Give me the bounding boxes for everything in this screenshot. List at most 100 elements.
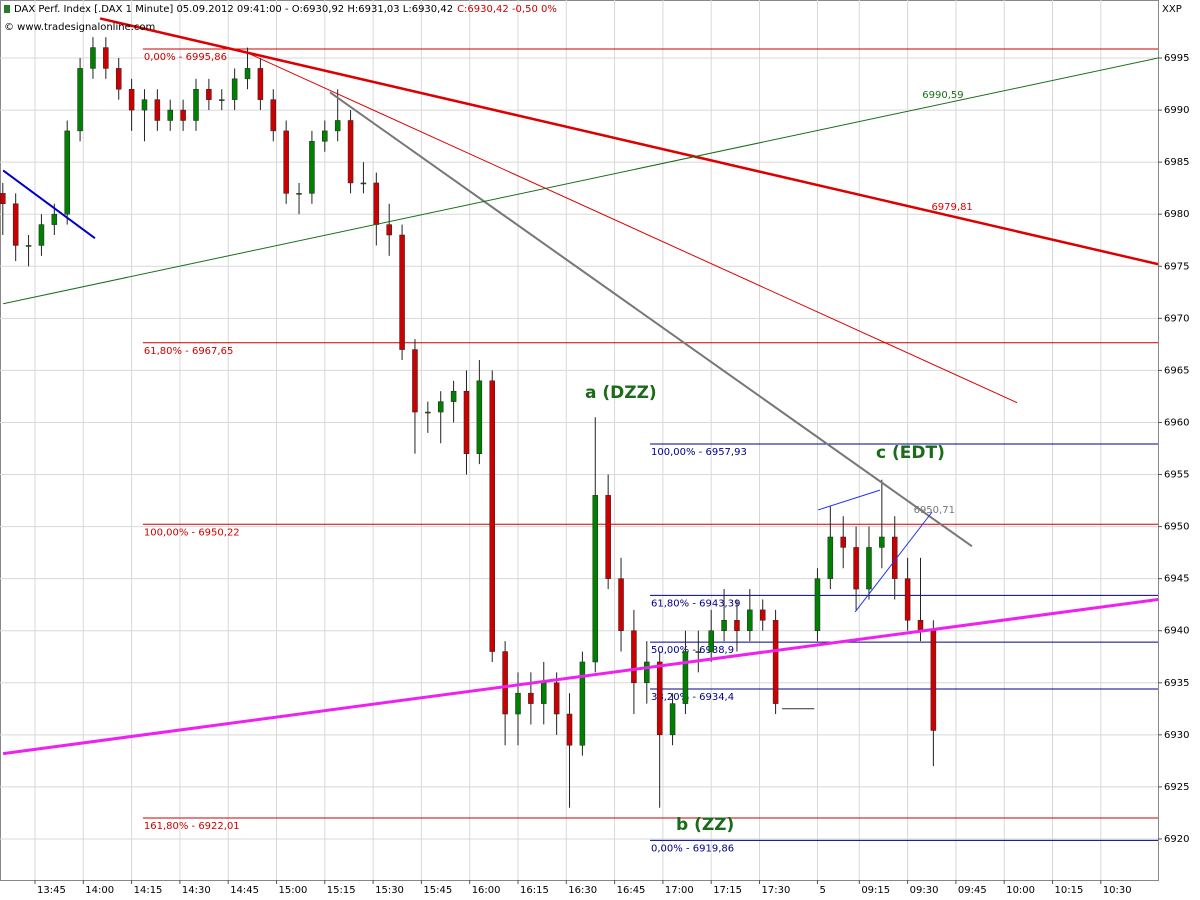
x-tick-label: 15:00 bbox=[278, 885, 307, 896]
candle-body bbox=[180, 109, 186, 121]
candle-body bbox=[502, 651, 508, 715]
y-tick-label: 6945 bbox=[1164, 574, 1189, 585]
candle-body bbox=[814, 578, 821, 631]
candle-body bbox=[747, 609, 753, 631]
candle-body bbox=[128, 88, 135, 111]
candle-body bbox=[930, 630, 937, 731]
candle-body bbox=[115, 68, 122, 90]
candle-body bbox=[644, 661, 650, 684]
x-tick-label: 16:30 bbox=[568, 885, 597, 896]
trend-line bbox=[854, 511, 933, 613]
candle-body bbox=[631, 630, 637, 684]
fib-label: 50,00% - 6938,9 bbox=[651, 645, 734, 656]
candle-body bbox=[347, 120, 354, 184]
corner-label: XXP bbox=[1162, 4, 1182, 15]
candle-body bbox=[425, 411, 431, 414]
x-tick-label: 09:30 bbox=[910, 885, 939, 896]
candle-body bbox=[695, 651, 702, 653]
fib-label: 100,00% - 6950,22 bbox=[144, 527, 240, 538]
candle-body bbox=[917, 620, 924, 631]
x-tick-label: 14:15 bbox=[134, 885, 163, 896]
candle-body bbox=[656, 661, 663, 736]
x-tick-label: 14:45 bbox=[230, 885, 259, 896]
candle-body bbox=[399, 234, 405, 350]
candle-body bbox=[515, 692, 521, 715]
x-tick-label: 09:45 bbox=[958, 885, 987, 896]
candle-body bbox=[77, 68, 83, 132]
candle-body bbox=[772, 620, 779, 704]
candle-body bbox=[450, 390, 457, 402]
candle-body bbox=[708, 630, 714, 652]
trend-line bbox=[817, 489, 881, 511]
x-tick-label: 15:45 bbox=[423, 885, 452, 896]
candle-body bbox=[489, 380, 495, 652]
x-tick-label: 14:30 bbox=[182, 885, 211, 896]
trend-line bbox=[244, 51, 1018, 404]
x-tick-label: 16:00 bbox=[472, 885, 501, 896]
x-tick-label: 09:15 bbox=[861, 885, 890, 896]
fib-label: 38,20% - 6934,4 bbox=[651, 692, 734, 703]
y-tick-label: 6925 bbox=[1164, 782, 1189, 793]
x-tick-label: 16:45 bbox=[617, 885, 646, 896]
y-tick-label: 6975 bbox=[1164, 261, 1189, 272]
wave-annotation: c (EDT) bbox=[876, 443, 945, 463]
fib-label: 100,00% - 6957,93 bbox=[651, 447, 747, 458]
candle-body bbox=[412, 349, 418, 413]
candle-body bbox=[579, 661, 586, 746]
y-tick-label: 6920 bbox=[1164, 834, 1189, 845]
x-tick-label: 14:00 bbox=[85, 885, 114, 896]
candle-body bbox=[528, 692, 534, 704]
candle-body bbox=[592, 495, 599, 663]
candle-body bbox=[334, 120, 341, 132]
y-tick-label: 6965 bbox=[1164, 365, 1189, 376]
x-tick-label: 15:30 bbox=[375, 885, 404, 896]
candle-body bbox=[759, 609, 766, 621]
candle-body bbox=[721, 620, 727, 631]
y-tick-label: 6980 bbox=[1164, 209, 1189, 220]
y-tick-label: 6940 bbox=[1164, 626, 1189, 637]
trend-line bbox=[2, 169, 96, 239]
candle-body bbox=[296, 193, 302, 195]
x-tick-label: 10:00 bbox=[1006, 885, 1035, 896]
x-tick-label: 10:15 bbox=[1055, 885, 1084, 896]
candle-body bbox=[244, 68, 251, 80]
fib-label: 0,00% - 6995,86 bbox=[144, 52, 227, 63]
x-tick-label: 17:00 bbox=[665, 885, 694, 896]
candle-body bbox=[257, 68, 264, 100]
line-label: 6950,71 bbox=[914, 505, 955, 516]
y-tick-label: 6985 bbox=[1164, 157, 1189, 168]
y-tick-label: 6950 bbox=[1164, 522, 1189, 533]
candle-body bbox=[553, 682, 560, 715]
candle-body bbox=[322, 130, 328, 142]
fib-label: 61,80% - 6967,65 bbox=[144, 346, 233, 357]
candle-body bbox=[103, 47, 109, 69]
fib-label: 0,00% - 6919,86 bbox=[651, 843, 734, 854]
candle-body bbox=[476, 380, 483, 454]
plot-area bbox=[0, 0, 1159, 881]
x-tick-label: 5 bbox=[819, 885, 825, 896]
candle-body bbox=[64, 130, 70, 215]
candle-body bbox=[618, 578, 624, 631]
candle-body bbox=[193, 88, 199, 121]
candle-body bbox=[12, 203, 19, 246]
candle-body bbox=[219, 99, 225, 101]
x-tick-label: 16:15 bbox=[520, 885, 549, 896]
candle-body bbox=[682, 651, 689, 704]
candle-body bbox=[386, 224, 392, 236]
candle-body bbox=[51, 213, 58, 225]
trend-line bbox=[3, 57, 1158, 305]
candle-body bbox=[141, 99, 148, 111]
line-label: 6979,81 bbox=[931, 202, 972, 213]
candle-body bbox=[0, 193, 6, 205]
y-tick-label: 6960 bbox=[1164, 417, 1189, 428]
source: © www.tradesignalonline.com bbox=[4, 22, 155, 33]
candle-body bbox=[25, 245, 32, 247]
x-tick-label: 17:15 bbox=[713, 885, 742, 896]
candle-body bbox=[373, 182, 380, 225]
candle-body bbox=[90, 47, 96, 69]
candle-body bbox=[437, 401, 444, 413]
plot: 0,00% - 6995,86 61,80% - 6967,65 100,00% -… bbox=[0, 17, 1158, 854]
fib-label: 61,80% - 6943,39 bbox=[651, 598, 740, 609]
candle-body bbox=[541, 682, 547, 704]
